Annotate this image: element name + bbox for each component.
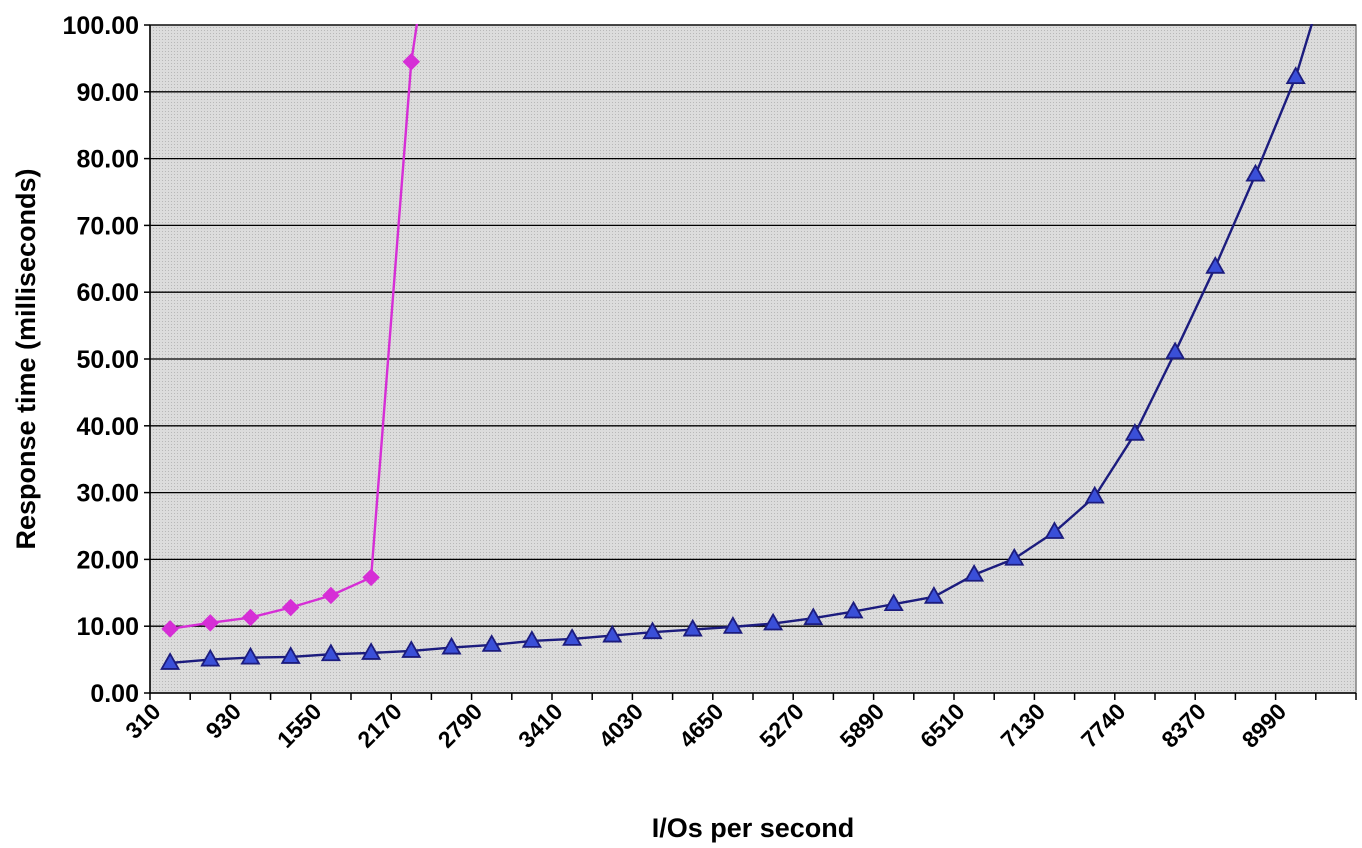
data-point — [161, 620, 179, 638]
x-tick-label: 7130 — [995, 698, 1050, 753]
data-point — [883, 593, 904, 612]
gridlines — [144, 24, 1356, 694]
data-point — [1205, 255, 1226, 274]
y-tick-labels: 0.00 10.00 20.00 30.00 40.00 50.00 60.00 70.00 8… — [63, 12, 139, 708]
x-tick-label: 2170 — [352, 698, 407, 753]
series-2 — [160, 24, 1314, 670]
series-line — [170, 24, 1314, 665]
x-tick-label: 4650 — [674, 698, 729, 753]
data-point — [200, 648, 221, 667]
x-tick-label: 8990 — [1237, 698, 1292, 753]
data-point — [843, 600, 864, 619]
data-point — [362, 568, 380, 587]
data-point — [521, 630, 542, 648]
y-tick-label: 10.00 — [76, 613, 139, 641]
data-point — [441, 636, 462, 655]
data-point — [722, 616, 743, 634]
x-tick-label: 3410 — [513, 698, 568, 753]
data-point — [401, 640, 422, 658]
data-point — [1285, 66, 1306, 85]
data-point — [803, 607, 824, 626]
data-point — [160, 652, 181, 670]
x-tick-label: 7740 — [1076, 698, 1131, 753]
data-point — [923, 585, 944, 604]
x-tick-label: 1550 — [272, 698, 327, 753]
y-tick-label: 60.00 — [76, 279, 139, 307]
y-tick-label: 50.00 — [76, 346, 139, 374]
x-axis-title: I/Os per second — [652, 813, 855, 843]
data-point — [1245, 163, 1266, 182]
data-point — [402, 53, 421, 71]
y-tick-label: 0.00 — [90, 680, 139, 708]
x-tick-label: 5270 — [754, 698, 809, 753]
series — [160, 24, 1314, 670]
data-point — [763, 612, 784, 631]
data-point — [361, 642, 382, 660]
data-point — [562, 628, 583, 646]
data-point — [280, 646, 301, 664]
x-tick-label: 4030 — [593, 698, 648, 753]
x-tick-label: 8370 — [1156, 698, 1211, 753]
data-point — [1004, 547, 1025, 566]
data-point — [642, 621, 663, 640]
data-point — [240, 646, 261, 665]
y-tick-label: 40.00 — [76, 413, 139, 441]
data-point — [1124, 422, 1145, 441]
data-point — [322, 586, 340, 605]
y-tick-label: 100.00 — [63, 12, 139, 40]
data-point — [320, 643, 341, 662]
y-tick-label: 80.00 — [76, 146, 139, 174]
x-tick-labels: 310 930 1550 2170 2790 3410 4030 4650 5270 5890 65… — [120, 698, 1291, 753]
x-tick-label: 6510 — [915, 698, 970, 753]
data-point — [682, 618, 703, 637]
y-tick-label: 70.00 — [76, 212, 139, 240]
data-point — [241, 608, 260, 627]
data-point — [602, 624, 623, 643]
y-axis-title: Response time (milliseconds) — [11, 168, 41, 549]
y-tick-label: 20.00 — [76, 546, 139, 574]
data-point — [201, 614, 220, 632]
data-point — [1084, 485, 1105, 504]
axes — [149, 25, 1357, 700]
x-tick-label: 5890 — [835, 698, 890, 753]
data-point — [964, 563, 985, 582]
data-point — [281, 598, 300, 617]
x-tick-label: 2790 — [433, 698, 488, 753]
y-tick-label: 90.00 — [76, 79, 139, 107]
y-tick-label: 30.00 — [76, 480, 139, 508]
data-point — [1165, 341, 1186, 360]
data-point — [481, 634, 502, 652]
data-point — [1044, 521, 1065, 539]
x-tick-label: 930 — [201, 698, 247, 744]
series-1 — [161, 24, 421, 638]
